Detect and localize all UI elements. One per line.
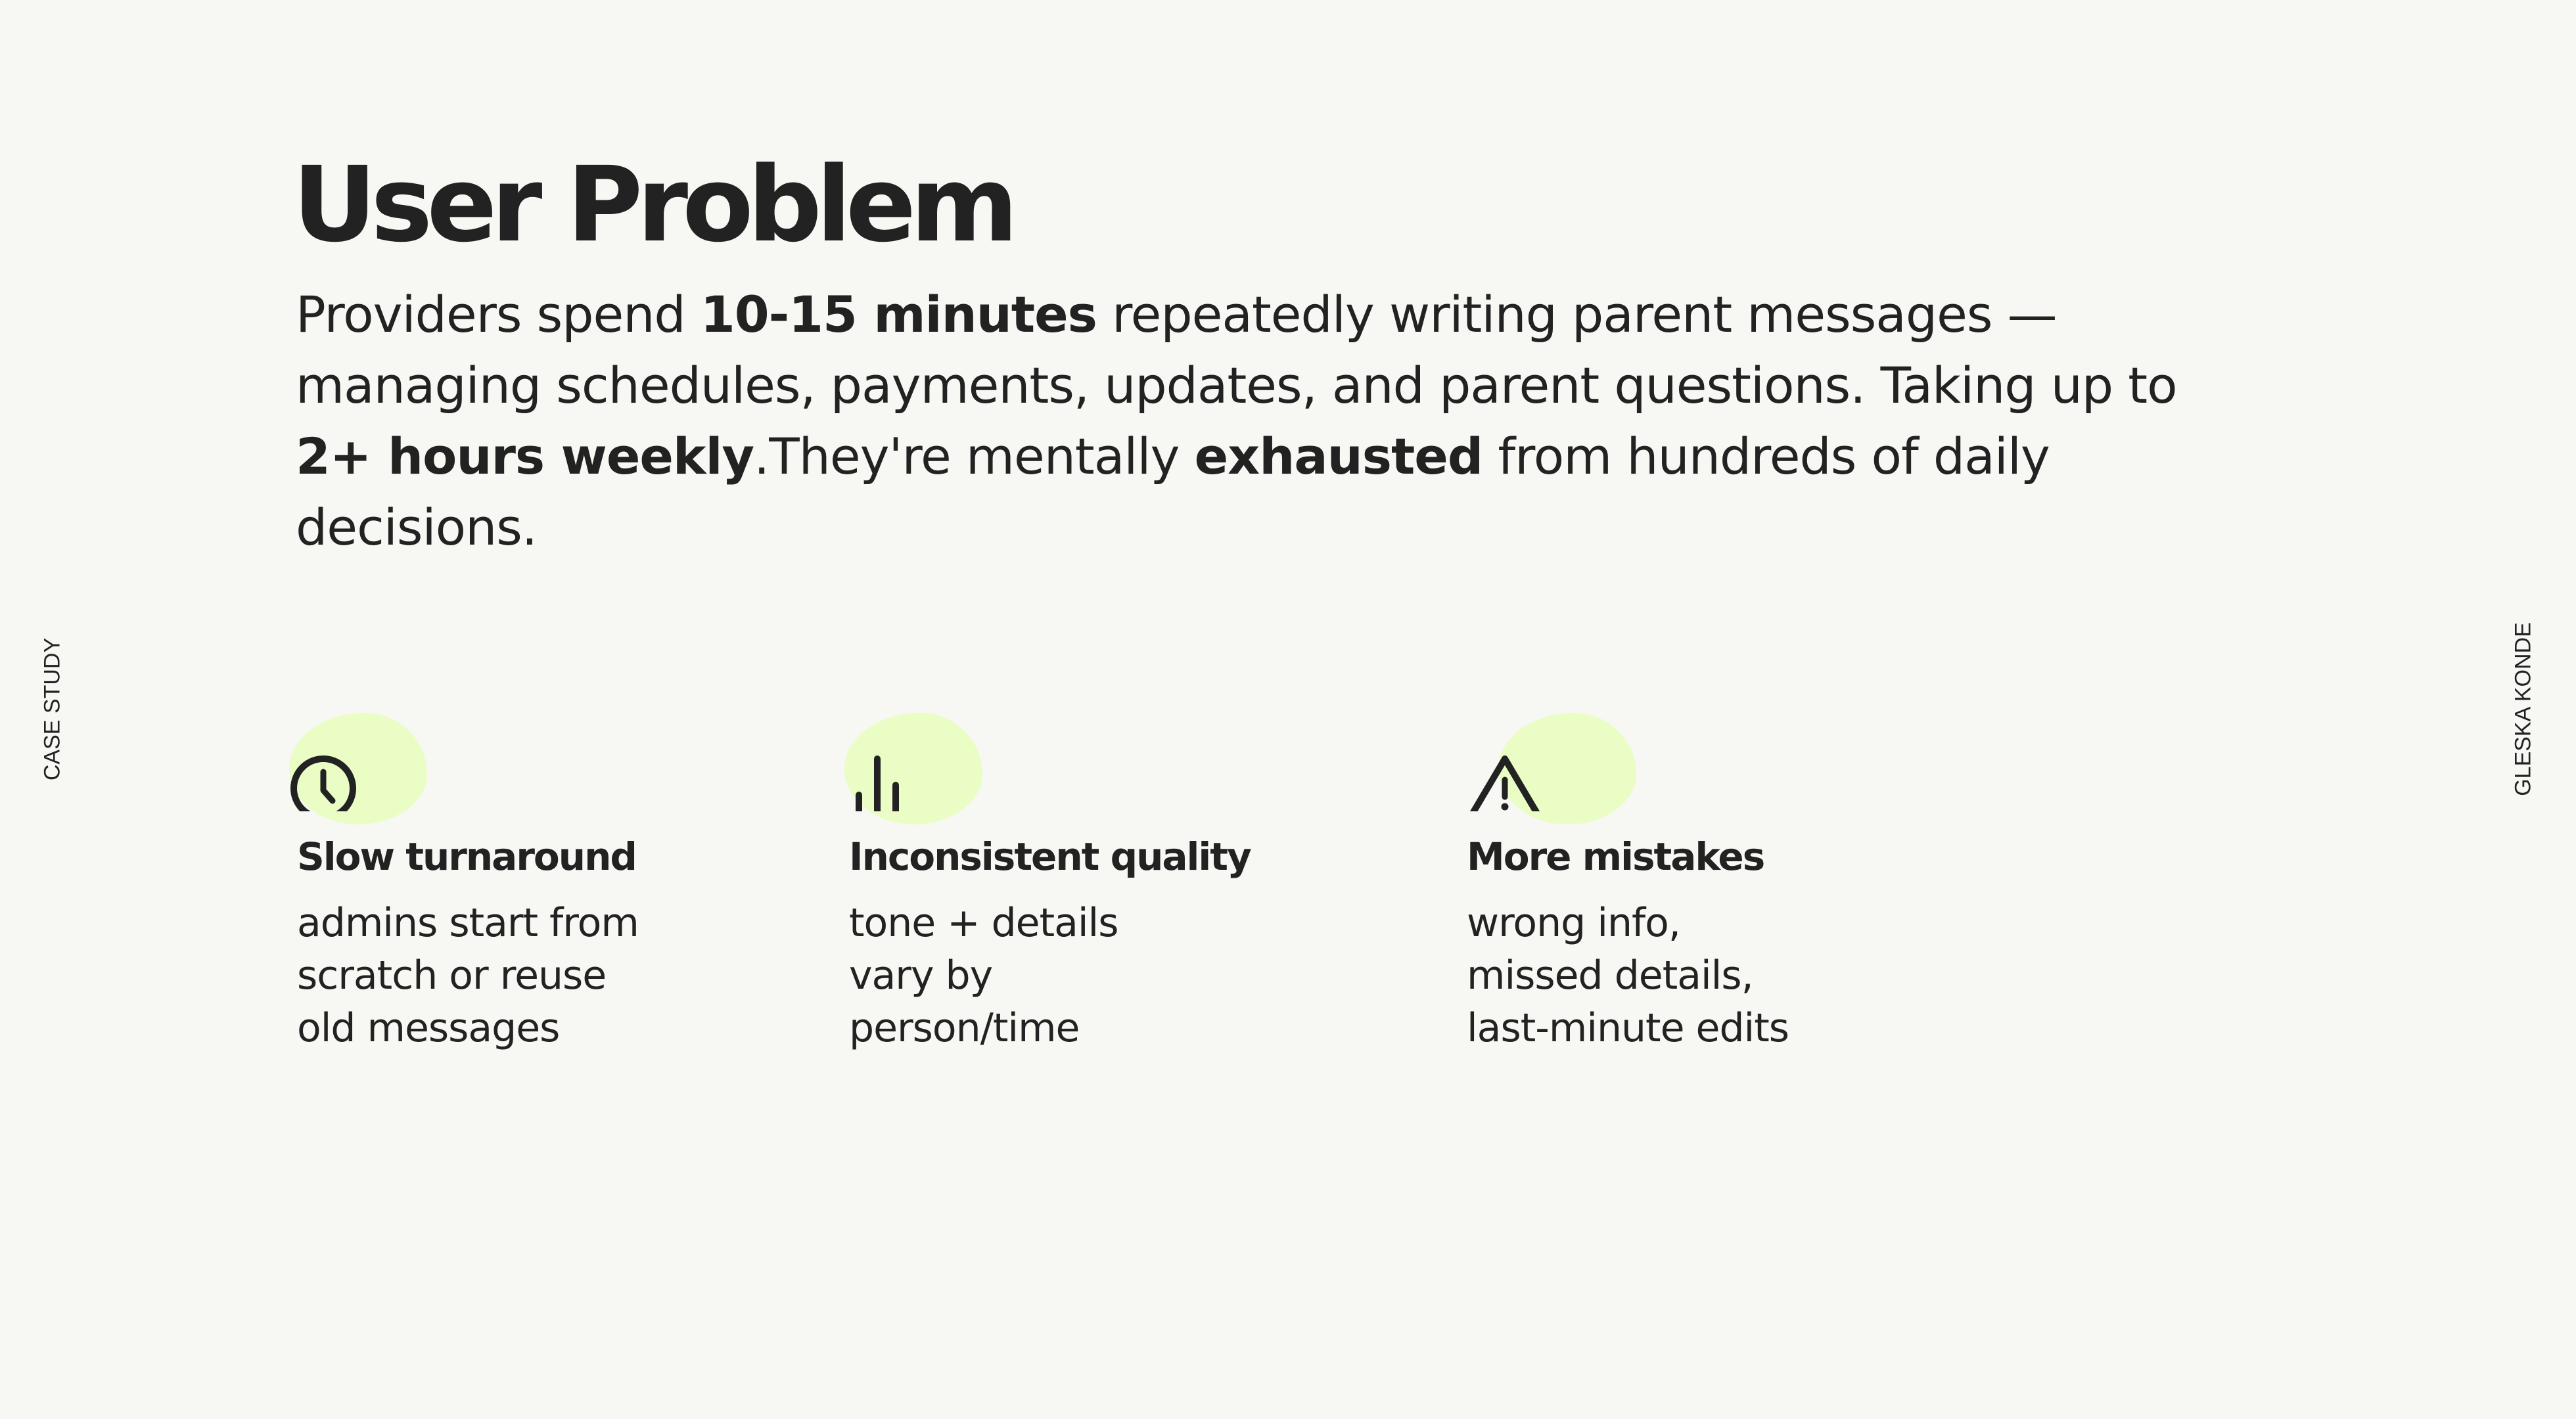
- card-description: admins start from scratch or reuse old mes…: [297, 900, 639, 1051]
- card-description: tone + details vary by person/time: [849, 900, 1118, 1051]
- case-study-label: CASE STUDY: [39, 637, 65, 781]
- warning-icon: [1469, 755, 1540, 811]
- author-label: GLESKA KONDE: [2510, 622, 2536, 796]
- card-description: wrong info, missed details, last-minute ed…: [1467, 900, 1789, 1051]
- lead-text: Providers spend: [296, 285, 701, 344]
- lead-text: repeatedly writing parent messages — man…: [296, 285, 2178, 415]
- page-title: User Problem: [292, 145, 1019, 265]
- highlight-blob: [844, 713, 982, 824]
- lead-emphasis: 2+ hours weekly: [296, 427, 754, 485]
- problem-statement: Providers spend 10-15 minutes repeatedly…: [296, 279, 2267, 563]
- card-title: More mistakes: [1467, 834, 1765, 879]
- highlight-blob: [1498, 713, 1636, 824]
- clock-icon: [290, 755, 356, 811]
- bar-chart-icon: [856, 755, 899, 811]
- lead-emphasis: exhausted: [1194, 427, 1484, 485]
- card-title: Inconsistent quality: [849, 834, 1252, 879]
- highlight-blob: [289, 713, 427, 824]
- lead-emphasis: 10-15 minutes: [700, 285, 1097, 344]
- lead-text: from hundreds of daily decisions.: [296, 427, 2050, 556]
- card-title: Slow turnaround: [297, 834, 637, 879]
- lead-text: .They're mentally: [754, 427, 1195, 485]
